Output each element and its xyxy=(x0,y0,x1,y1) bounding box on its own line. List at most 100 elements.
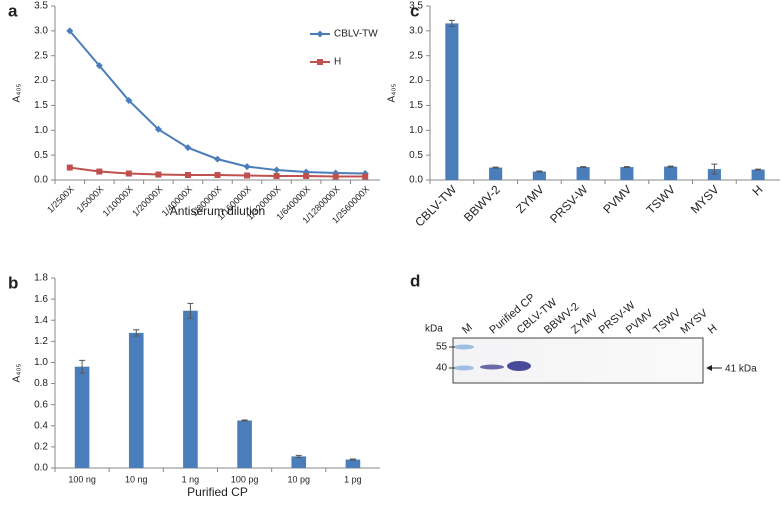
marker xyxy=(125,96,133,104)
marker xyxy=(95,62,103,70)
y-tick-label: 1.8 xyxy=(34,273,48,284)
lane-label: TSWV xyxy=(651,306,684,336)
bar xyxy=(620,167,634,180)
y-tick-label: 0.0 xyxy=(34,175,48,186)
y-tick-label: 2.5 xyxy=(34,50,48,61)
bar xyxy=(576,167,590,180)
marker xyxy=(125,170,132,177)
band xyxy=(507,361,531,371)
series-line xyxy=(69,30,366,175)
marker xyxy=(273,173,280,180)
marker xyxy=(214,155,221,163)
bar xyxy=(664,166,678,180)
y-tick-label: 3.5 xyxy=(34,1,48,12)
marker xyxy=(303,173,310,180)
marker xyxy=(154,125,162,133)
bar xyxy=(291,456,307,468)
marker xyxy=(96,168,103,175)
panel-letter: c xyxy=(410,1,419,20)
bar xyxy=(345,459,361,468)
x-tick-label: 1/2500X xyxy=(45,184,76,215)
y-tick-label: 1.4 xyxy=(34,315,48,326)
x-axis-label: Purified CP xyxy=(187,485,248,499)
panel-letter: d xyxy=(410,271,420,290)
legend-label: CBLV-TW xyxy=(334,29,378,40)
bar xyxy=(489,167,503,180)
y-axis-label: A₄₀₅ xyxy=(12,84,23,103)
marker-label: 40 xyxy=(436,363,448,374)
marker xyxy=(214,172,221,179)
legend-marker xyxy=(316,30,324,38)
legend-label: H xyxy=(334,57,341,68)
panel-letter: a xyxy=(8,1,18,20)
error-bar xyxy=(79,359,86,374)
x-tick-label: 1/20000X xyxy=(130,184,164,218)
bar xyxy=(532,171,546,180)
x-tick-label: 100 ng xyxy=(68,474,96,484)
error-bar xyxy=(448,19,455,27)
y-tick-label: 0.8 xyxy=(34,378,48,389)
y-tick-label: 1.6 xyxy=(34,294,48,305)
y-tick-label: 3.0 xyxy=(34,25,48,36)
error-bar xyxy=(711,163,718,175)
error-bar xyxy=(133,329,140,337)
marker xyxy=(184,144,192,152)
error-bar xyxy=(349,458,356,461)
y-axis-label: A₄₀₅ xyxy=(12,364,23,383)
marker xyxy=(66,27,74,35)
band xyxy=(480,364,504,370)
unit-label: kDa xyxy=(425,324,443,335)
y-tick-label: 3.5 xyxy=(409,1,423,12)
bar xyxy=(74,366,90,468)
bar xyxy=(751,169,765,180)
error-bar xyxy=(755,168,762,171)
blot-membrane xyxy=(452,337,704,384)
x-tick-label: 100 pg xyxy=(231,474,259,484)
arrow-head xyxy=(706,365,712,371)
bar xyxy=(183,310,198,468)
x-tick-label: CBLV-TW xyxy=(412,182,459,229)
lane-label: M xyxy=(460,321,475,336)
arrow-label: 41 kDa xyxy=(725,364,757,375)
y-tick-label: 0.0 xyxy=(409,175,423,186)
marker xyxy=(155,171,162,178)
x-tick-label: 10 pg xyxy=(287,474,310,484)
lane-label: H xyxy=(706,322,720,336)
x-tick-label: BBWV-2 xyxy=(461,182,503,224)
y-tick-label: 1.5 xyxy=(409,100,423,111)
x-tick-label: ZYMV xyxy=(513,182,546,215)
y-tick-label: 0.5 xyxy=(409,150,423,161)
error-bar xyxy=(536,170,543,173)
y-tick-label: 2.0 xyxy=(409,75,423,86)
marker xyxy=(332,173,339,180)
y-axis-label: A₄₀₅ xyxy=(387,84,398,103)
y-tick-label: 1.0 xyxy=(34,125,48,136)
y-tick-label: 0.0 xyxy=(34,463,48,474)
y-tick-label: 0.5 xyxy=(34,150,48,161)
y-tick-label: 3.0 xyxy=(409,25,423,36)
marker xyxy=(362,173,369,180)
bar xyxy=(237,420,252,468)
x-tick-label: PRSV-W xyxy=(547,182,591,226)
panel-letter: b xyxy=(8,273,18,292)
x-axis-label: Antiserum dilution xyxy=(170,204,265,218)
x-tick-label: 1 pg xyxy=(344,474,362,484)
y-tick-label: 0.4 xyxy=(34,420,48,431)
x-tick-label: MYSV xyxy=(688,182,722,216)
bar xyxy=(445,23,459,181)
marker xyxy=(243,163,251,171)
y-tick-label: 1.2 xyxy=(34,336,48,347)
lane-label: MYSV xyxy=(678,307,710,337)
band xyxy=(454,344,474,350)
x-tick-label: PVMV xyxy=(600,182,634,216)
y-tick-label: 1.0 xyxy=(34,357,48,368)
bar xyxy=(128,332,144,468)
marker xyxy=(66,164,73,171)
error-bar xyxy=(187,302,194,319)
x-tick-label: 10 ng xyxy=(125,474,148,484)
marker-label: 55 xyxy=(436,342,448,353)
error-bar xyxy=(623,166,630,169)
band xyxy=(454,365,474,371)
y-tick-label: 2.5 xyxy=(409,50,423,61)
